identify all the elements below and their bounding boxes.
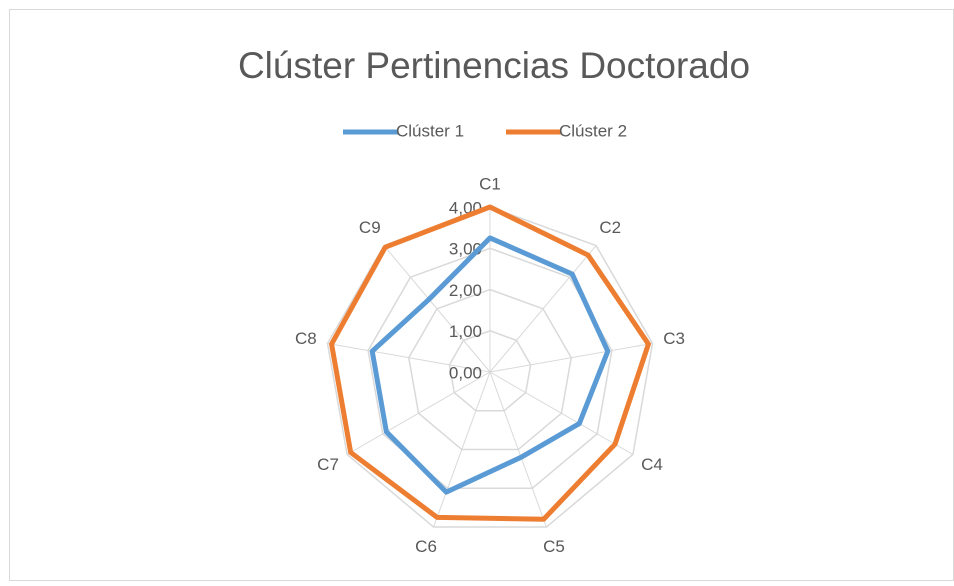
spoke: [383, 245, 491, 373]
category-label: C2: [599, 218, 621, 237]
legend-label: Clúster 2: [559, 121, 627, 140]
spoke: [489, 245, 597, 373]
series-line: [329, 204, 651, 522]
category-label: C6: [415, 537, 437, 556]
category-label: C7: [317, 455, 339, 474]
spoke: [489, 371, 634, 455]
spoke: [327, 342, 491, 373]
category-label: C3: [663, 329, 685, 348]
category-label: C8: [295, 329, 317, 348]
legend-label: Clúster 1: [396, 121, 464, 140]
r-tick-label: 1,00: [449, 322, 482, 341]
chart-title: Clúster Pertinencias Doctorado: [238, 45, 750, 86]
grid-ring: [448, 329, 532, 412]
category-label: C4: [641, 455, 663, 474]
category-label: C5: [543, 537, 565, 556]
chart-border: [9, 9, 954, 581]
spoke: [346, 371, 491, 455]
r-tick-label: 2,00: [449, 281, 482, 300]
spoke: [433, 371, 491, 528]
grid-ring: [407, 288, 573, 451]
category-label: C1: [479, 174, 501, 193]
r-tick-label: 0,00: [449, 363, 482, 382]
series-line: [369, 235, 611, 495]
category-label: C9: [359, 218, 381, 237]
spoke: [489, 342, 653, 373]
spoke: [489, 371, 547, 528]
grid-ring: [326, 206, 654, 528]
